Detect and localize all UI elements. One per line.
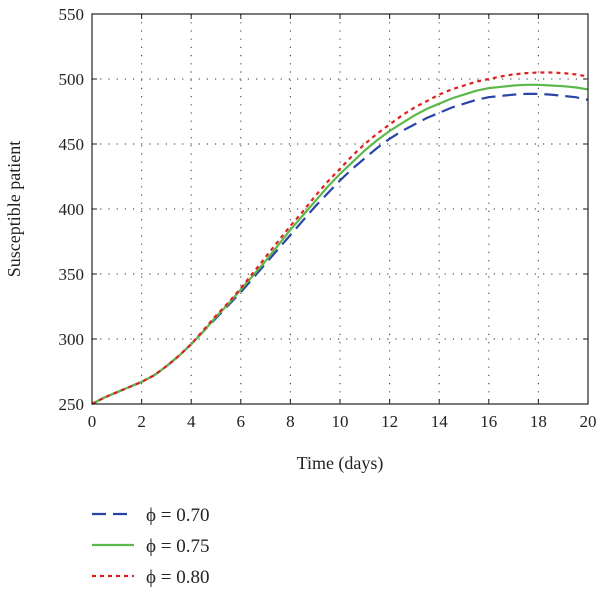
legend-label-1: ϕ = 0.70 — [146, 505, 209, 526]
y-tick-label: 550 — [59, 5, 85, 24]
x-tick-label: 6 — [237, 412, 246, 431]
x-axis-title: Time (days) — [297, 453, 384, 474]
x-tick-label: 4 — [187, 412, 196, 431]
series-line-1 — [91, 92, 589, 405]
legend: ϕ = 0.70 ϕ = 0.75 ϕ = 0.80 — [92, 505, 209, 588]
y-tick-label: 350 — [59, 265, 85, 284]
series-line-3 — [91, 71, 589, 405]
y-axis-title: Susceptible patient — [4, 141, 24, 277]
x-tick-label: 12 — [381, 412, 398, 431]
series-layer — [91, 71, 589, 405]
legend-label-2: ϕ = 0.75 — [146, 536, 209, 557]
x-tick-label: 10 — [332, 412, 349, 431]
y-tick-label: 250 — [59, 395, 85, 414]
x-tick-label: 16 — [480, 412, 497, 431]
series-line-2 — [91, 83, 589, 405]
x-tick-label: 8 — [286, 412, 295, 431]
x-tick-label: 0 — [88, 412, 97, 431]
grid-lines — [92, 14, 588, 404]
y-tick-label: 450 — [59, 135, 85, 154]
x-tick-label: 2 — [137, 412, 146, 431]
legend-label-3: ϕ = 0.80 — [146, 567, 209, 588]
x-tick-label: 20 — [580, 412, 597, 431]
y-tick-label: 500 — [59, 70, 85, 89]
y-tick-label: 300 — [59, 330, 85, 349]
x-tick-label: 14 — [431, 412, 449, 431]
y-tick-label: 400 — [59, 200, 85, 219]
axis-ticks: 0 2 4 6 8 10 12 14 16 18 20 250 300 350 400 450 500 550 — [59, 5, 597, 431]
x-tick-label: 18 — [530, 412, 547, 431]
